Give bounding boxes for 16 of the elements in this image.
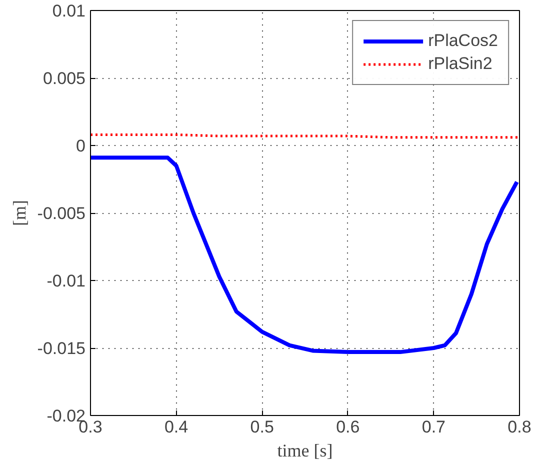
x-tick-label: 0.4 [164, 418, 188, 436]
x-tick-label: 0.8 [508, 418, 532, 436]
y-tick-label: 0.005 [42, 69, 86, 88]
x-tick-label: 0.6 [336, 418, 360, 436]
y-tick-label: -0.015 [37, 339, 86, 358]
legend-label: rPlaCos2 [428, 31, 498, 51]
x-tick-label: 0.7 [422, 418, 446, 436]
y-tick-label: 0.01 [52, 2, 86, 20]
line-series [90, 156, 519, 354]
y-tick-label: 0 [76, 136, 86, 156]
x-tick-label: 0.5 [250, 418, 274, 436]
x-axis-title: time [s] [277, 440, 333, 460]
legend-label: rPlaSin2 [428, 54, 492, 74]
y-axis-title: [m] [9, 200, 30, 226]
y-tick-label: -0.005 [37, 204, 86, 223]
y-tick-label: -0.01 [46, 272, 86, 290]
